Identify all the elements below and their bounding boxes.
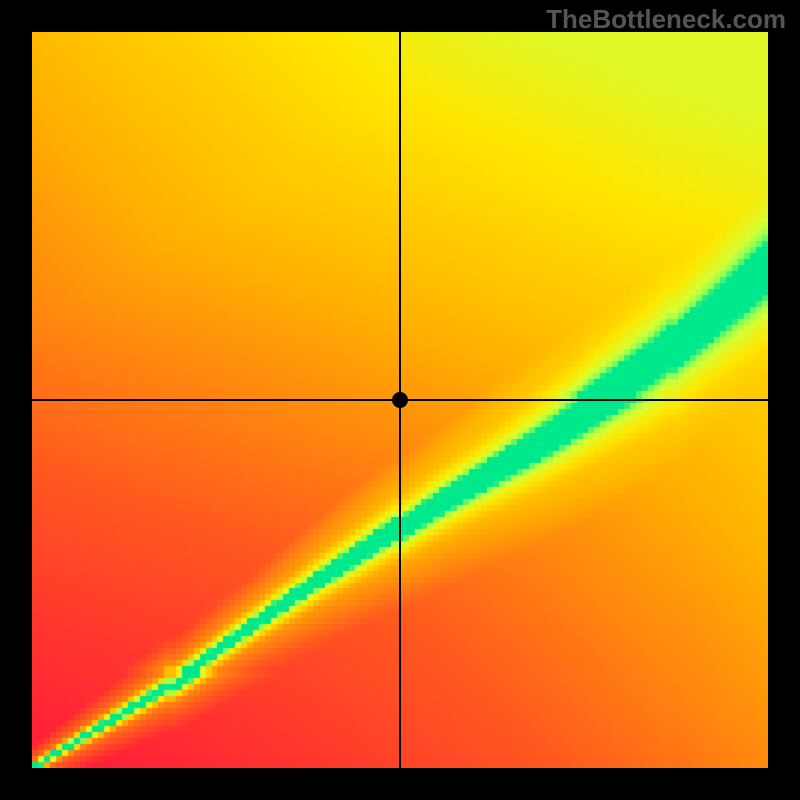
crosshair-marker [392,392,408,408]
chart-frame: TheBottleneck.com [0,0,800,800]
watermark-text: TheBottleneck.com [546,4,786,35]
